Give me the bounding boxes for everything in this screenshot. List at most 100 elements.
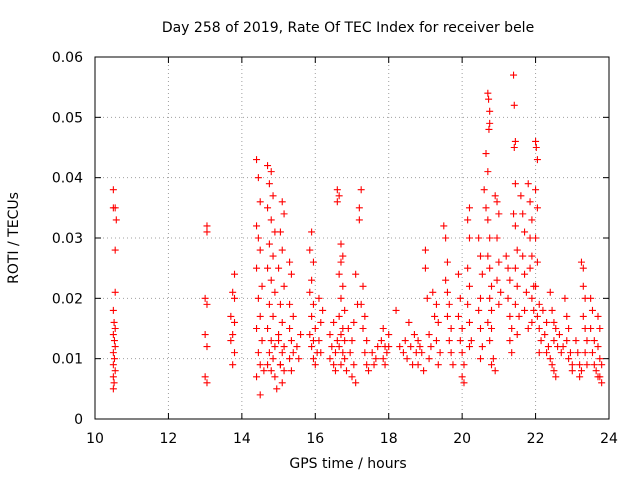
data-point — [465, 204, 473, 212]
data-point — [341, 337, 349, 345]
data-point — [280, 343, 288, 351]
data-point — [276, 228, 284, 236]
data-point — [381, 361, 389, 369]
data-point — [280, 210, 288, 218]
x-axis-label: GPS time / hours — [289, 456, 406, 472]
data-point — [477, 252, 484, 260]
data-point — [522, 288, 530, 296]
data-point — [359, 325, 367, 332]
data-point — [370, 361, 378, 369]
data-point — [588, 306, 596, 314]
data-point — [533, 156, 541, 164]
data-point — [203, 300, 211, 308]
data-point — [379, 325, 387, 332]
data-point — [548, 306, 556, 314]
data-point — [491, 367, 499, 375]
data-point — [464, 216, 472, 224]
data-point — [258, 282, 266, 290]
data-point — [484, 252, 492, 260]
x-tick-label: 22 — [527, 431, 545, 447]
data-point — [484, 216, 492, 224]
data-point — [269, 312, 277, 320]
data-point — [528, 294, 536, 302]
data-point — [254, 349, 262, 357]
data-point — [308, 312, 316, 320]
data-point — [484, 318, 492, 326]
data-point — [256, 312, 264, 320]
data-point — [311, 325, 319, 332]
data-point — [423, 294, 431, 302]
data-point — [227, 337, 235, 345]
data-point — [227, 312, 235, 320]
data-point — [485, 95, 493, 103]
data-point — [337, 331, 345, 339]
data-point — [265, 180, 273, 188]
data-point — [458, 349, 466, 357]
data-point — [596, 355, 604, 363]
data-point — [348, 373, 356, 381]
data-point — [341, 355, 349, 363]
axis-ticks: 10 12 14 16 18 20 22 24 0 0.01 0.02 0.03 0.04 0.05 0.0… — [52, 50, 618, 447]
data-point — [480, 186, 488, 194]
data-point — [420, 367, 428, 375]
data-point — [333, 186, 341, 194]
x-tick-label: 12 — [160, 431, 178, 447]
data-point — [111, 288, 119, 296]
data-point — [535, 349, 543, 357]
data-point — [528, 252, 536, 260]
data-point — [109, 373, 117, 381]
data-point — [458, 325, 466, 332]
data-point — [478, 343, 486, 351]
y-tick-label: 0.06 — [52, 50, 83, 66]
data-point — [493, 198, 501, 206]
data-point — [489, 355, 497, 363]
data-point — [495, 300, 503, 308]
data-point — [579, 312, 587, 320]
data-point — [506, 276, 514, 284]
data-point — [488, 306, 496, 314]
data-points — [109, 71, 606, 399]
data-point — [539, 306, 547, 314]
data-point — [572, 337, 580, 345]
data-point — [478, 270, 486, 278]
data-point — [265, 240, 273, 248]
data-point — [528, 216, 536, 224]
data-point — [447, 325, 455, 332]
data-point — [528, 318, 536, 326]
data-point — [333, 337, 341, 345]
data-point — [454, 270, 462, 278]
data-point — [559, 343, 567, 351]
data-point — [442, 276, 450, 284]
data-point — [109, 349, 117, 357]
data-point — [464, 264, 472, 272]
data-point — [379, 355, 387, 363]
data-point — [271, 373, 279, 381]
data-point — [275, 331, 283, 339]
data-point — [287, 270, 295, 278]
data-point — [537, 337, 545, 345]
data-point — [265, 349, 273, 357]
data-point — [548, 361, 556, 369]
data-point — [352, 379, 360, 387]
y-tick-label: 0 — [74, 412, 83, 428]
data-point — [264, 204, 272, 212]
data-point — [254, 234, 262, 242]
data-point — [440, 222, 448, 230]
data-point — [429, 288, 437, 296]
data-point — [568, 361, 576, 369]
data-point — [308, 343, 316, 351]
data-point — [309, 300, 317, 308]
y-axis-label: ROTI / TECUs — [6, 192, 22, 284]
data-point — [337, 294, 345, 302]
data-point — [357, 300, 365, 308]
data-point — [486, 264, 494, 272]
x-tick-label: 18 — [380, 431, 398, 447]
data-point — [330, 318, 338, 326]
data-point — [508, 325, 516, 332]
data-point — [405, 318, 413, 326]
data-point — [596, 373, 604, 381]
data-point — [486, 234, 494, 242]
data-point — [254, 174, 262, 182]
data-point — [443, 288, 451, 296]
data-point — [267, 276, 275, 284]
